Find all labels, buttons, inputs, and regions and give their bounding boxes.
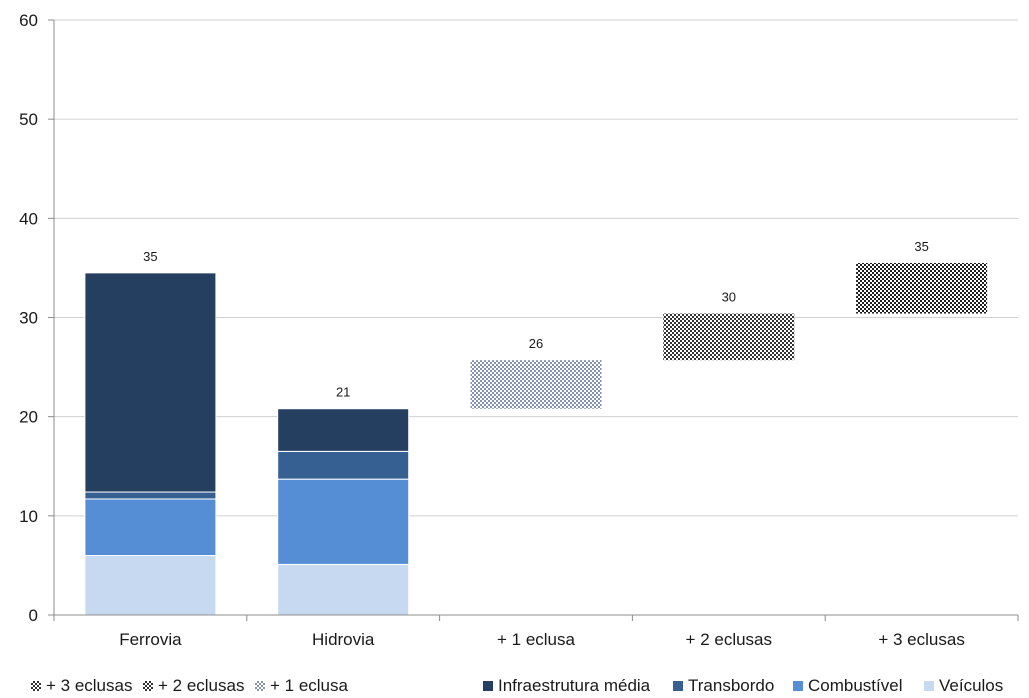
- x-tick-label: Hidrovia: [312, 630, 375, 649]
- legend-label: Veículos: [939, 676, 1004, 695]
- bar-segment: [84, 555, 217, 616]
- legend-item: + 3 eclusas: [31, 676, 132, 696]
- axes: 0 10 20 30 40 50 60 Ferrovia Hidrovia + 1 eclusa +…: [19, 11, 1019, 649]
- bar-segment: [856, 262, 988, 314]
- data-labels: 35 21 26 30 35: [143, 239, 929, 400]
- legend-label: Combustível: [808, 676, 903, 695]
- bar-segment: [277, 478, 410, 565]
- x-tick-label: + 1 eclusa: [497, 630, 576, 649]
- y-tick-label: 60: [19, 11, 38, 30]
- x-tick-label: Ferrovia: [119, 630, 182, 649]
- bars: [84, 262, 988, 616]
- bar-segment: [277, 563, 410, 616]
- bar-segment: [277, 408, 410, 452]
- x-tick-label: + 3 eclusas: [878, 630, 964, 649]
- y-tick-label: 40: [19, 209, 38, 228]
- legend-label: Transbordo: [688, 676, 775, 695]
- legend-label: + 2 eclusas: [158, 676, 245, 695]
- legend-swatch: [793, 681, 803, 691]
- data-label: 21: [336, 385, 350, 400]
- bar-segment: [84, 272, 217, 493]
- legend-label: Infraestrutura média: [498, 676, 651, 695]
- y-tick-label: 10: [19, 507, 38, 526]
- legend-item: Infraestrutura média: [483, 676, 650, 696]
- data-label: 35: [914, 239, 928, 254]
- legend-swatch: [31, 681, 41, 691]
- legend-item: + 1 eclusa: [255, 676, 348, 696]
- chart: 0 10 20 30 40 50 60 Ferrovia Hidrovia + 1 eclusa +…: [19, 11, 1019, 649]
- y-tick-label: 50: [19, 110, 38, 129]
- bar-segment: [84, 491, 217, 500]
- legend-swatch: [673, 681, 683, 691]
- legend-label: + 3 eclusas: [46, 676, 133, 695]
- legend-item: Combustível: [793, 676, 902, 696]
- data-label: 30: [722, 290, 736, 305]
- legend-label: + 1 eclusa: [270, 676, 348, 695]
- data-label: 26: [529, 336, 543, 351]
- x-tick-label: + 2 eclusas: [686, 630, 772, 649]
- legend-swatch: [483, 681, 493, 691]
- legend-swatch: [924, 681, 934, 691]
- y-tick-label: 20: [19, 408, 38, 427]
- legend-swatch: [143, 681, 153, 691]
- bar-segment: [277, 450, 410, 480]
- y-tick-label: 0: [29, 606, 38, 625]
- legend-item: Transbordo: [673, 676, 774, 696]
- bar-segment: [470, 360, 602, 409]
- data-label: 35: [143, 249, 157, 264]
- legend-item: Veículos: [924, 676, 1003, 696]
- legend-item: + 2 eclusas: [143, 676, 244, 696]
- legend: + 3 eclusas + 2 eclusas + 1 eclusa Infraest…: [0, 676, 1029, 698]
- legend-swatch: [255, 681, 265, 691]
- y-tick-label: 30: [19, 309, 38, 328]
- bar-segment: [84, 498, 217, 557]
- bar-segment: [663, 313, 795, 361]
